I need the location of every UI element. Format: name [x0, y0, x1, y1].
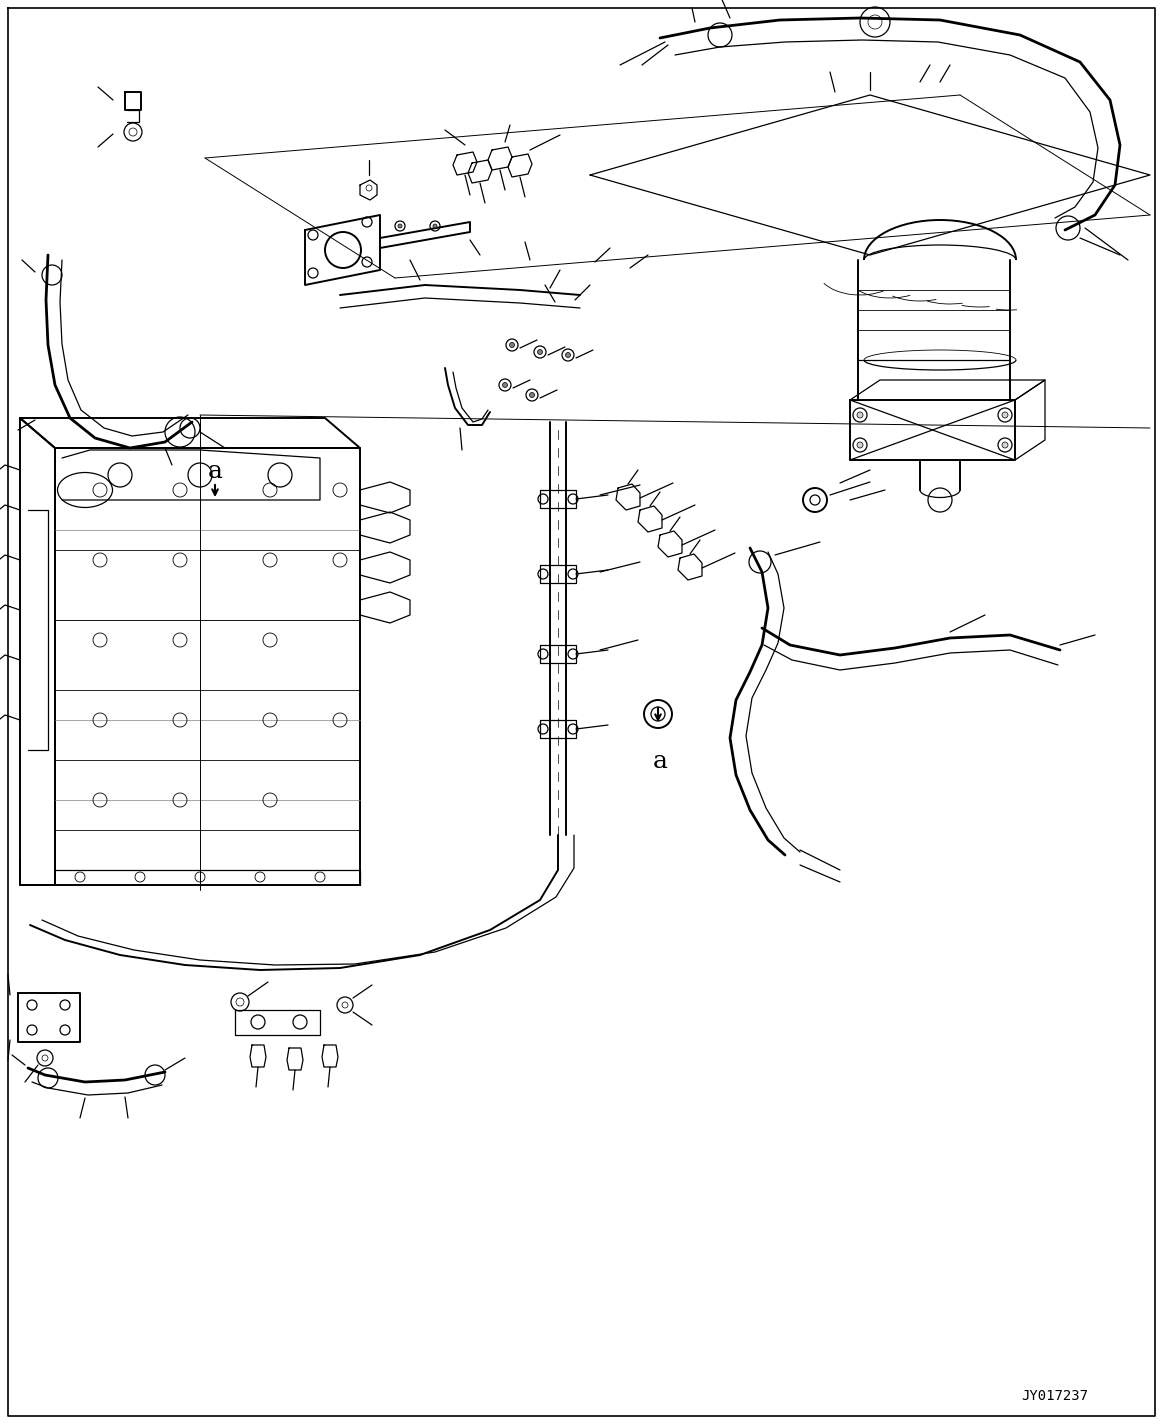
Text: JY017237: JY017237 — [1021, 1388, 1089, 1403]
Circle shape — [857, 412, 863, 419]
Circle shape — [857, 441, 863, 449]
Circle shape — [998, 409, 1012, 422]
Circle shape — [509, 343, 514, 347]
Circle shape — [502, 383, 507, 387]
Circle shape — [1003, 441, 1008, 449]
Text: a: a — [652, 750, 668, 773]
Text: a: a — [207, 460, 222, 484]
Circle shape — [565, 353, 571, 357]
Circle shape — [1003, 412, 1008, 419]
Circle shape — [398, 224, 402, 228]
Circle shape — [537, 349, 542, 355]
Circle shape — [998, 439, 1012, 451]
Circle shape — [433, 224, 437, 228]
Circle shape — [852, 439, 866, 451]
Circle shape — [852, 409, 866, 422]
Circle shape — [529, 393, 535, 397]
